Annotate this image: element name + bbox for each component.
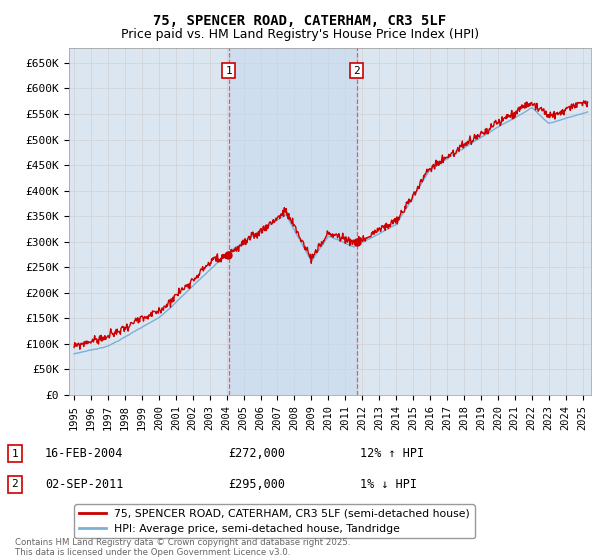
Text: Contains HM Land Registry data © Crown copyright and database right 2025.
This d: Contains HM Land Registry data © Crown c… bbox=[15, 538, 350, 557]
Text: 75, SPENCER ROAD, CATERHAM, CR3 5LF: 75, SPENCER ROAD, CATERHAM, CR3 5LF bbox=[154, 14, 446, 28]
Text: £272,000: £272,000 bbox=[228, 447, 285, 460]
Text: 12% ↑ HPI: 12% ↑ HPI bbox=[360, 447, 424, 460]
Bar bbox=[229, 48, 356, 395]
Text: Price paid vs. HM Land Registry's House Price Index (HPI): Price paid vs. HM Land Registry's House … bbox=[121, 28, 479, 41]
Text: 1: 1 bbox=[11, 449, 19, 459]
Legend: 75, SPENCER ROAD, CATERHAM, CR3 5LF (semi-detached house), HPI: Average price, s: 75, SPENCER ROAD, CATERHAM, CR3 5LF (sem… bbox=[74, 505, 475, 539]
Text: 1% ↓ HPI: 1% ↓ HPI bbox=[360, 478, 417, 491]
Text: 2: 2 bbox=[11, 479, 19, 489]
Text: 1: 1 bbox=[225, 66, 232, 76]
Text: £295,000: £295,000 bbox=[228, 478, 285, 491]
Text: 2: 2 bbox=[353, 66, 360, 76]
Text: 02-SEP-2011: 02-SEP-2011 bbox=[45, 478, 124, 491]
Text: 16-FEB-2004: 16-FEB-2004 bbox=[45, 447, 124, 460]
